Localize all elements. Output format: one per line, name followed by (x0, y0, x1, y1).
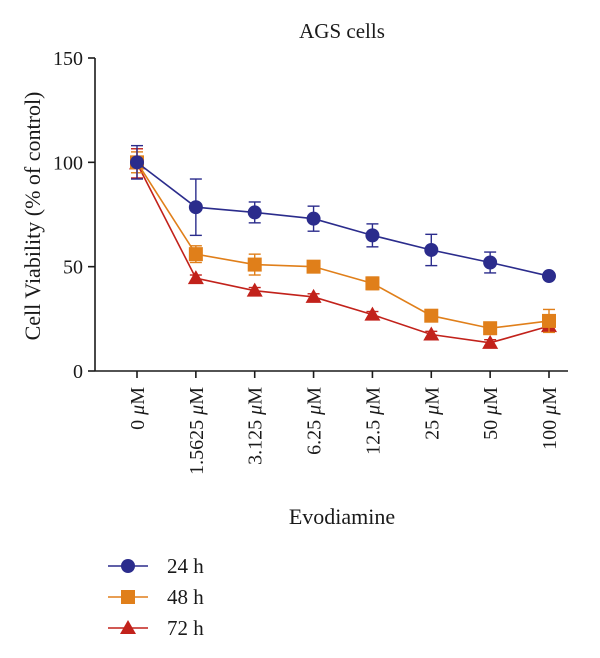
y-axis-ticks: 0 50 100 150 (53, 48, 95, 383)
series-line (136, 163, 550, 344)
x-tick-label: 6.25 μM (304, 387, 326, 455)
series-24-h (130, 144, 556, 284)
data-point (188, 200, 203, 215)
axes (94, 58, 568, 372)
data-point (188, 247, 203, 262)
data-point (247, 257, 262, 272)
data-point (365, 228, 380, 243)
data-point (305, 288, 322, 303)
legend-marker (121, 590, 135, 604)
legend-label: 24 h (167, 554, 204, 578)
x-tick-label: 12.5 μM (362, 387, 384, 455)
data-point (542, 313, 556, 328)
x-tick-label: 3.125 μM (245, 387, 267, 465)
data-point (306, 211, 321, 226)
legend: 24 h 48 h 72 h (108, 554, 204, 640)
data-point (365, 276, 380, 291)
y-axis-title: Cell Viability (% of control) (20, 92, 45, 341)
x-axis-title: Evodiamine (289, 504, 395, 529)
series-layer (129, 144, 557, 349)
data-point (247, 205, 262, 220)
x-tick-label: 25 μM (421, 387, 443, 440)
data-point (424, 308, 439, 323)
data-point (423, 326, 440, 341)
data-point (130, 155, 144, 170)
series-line (136, 161, 550, 277)
legend-label: 72 h (167, 616, 204, 640)
data-point (187, 270, 204, 285)
y-tick-label: 50 (63, 257, 83, 279)
data-point (306, 259, 321, 274)
legend-label: 48 h (167, 585, 204, 609)
data-point (542, 269, 556, 284)
x-axis-ticks: 0 μM 1.5625 μM 3.125 μM 6.25 μM 12.5 μM 25 μM… (127, 371, 561, 475)
data-point (364, 306, 381, 321)
data-point (483, 255, 498, 270)
legend-item: 48 h (108, 585, 204, 609)
data-point (424, 242, 439, 257)
y-tick-label: 100 (53, 152, 83, 174)
data-point (246, 282, 263, 297)
legend-item: 24 h (108, 554, 204, 578)
chart-title: AGS cells (299, 19, 385, 43)
x-tick-label: 0 μM (127, 387, 149, 430)
series-line (136, 161, 550, 330)
data-point (482, 334, 499, 349)
data-point (483, 321, 498, 336)
x-tick-label: 1.5625 μM (186, 387, 208, 475)
legend-marker (121, 559, 135, 573)
y-tick-label: 150 (53, 48, 83, 70)
x-tick-label: 50 μM (480, 387, 502, 440)
y-tick-label: 0 (73, 361, 83, 383)
x-tick-label: 100 μM (539, 387, 561, 450)
legend-item: 72 h (108, 616, 204, 640)
legend-marker (120, 620, 136, 634)
